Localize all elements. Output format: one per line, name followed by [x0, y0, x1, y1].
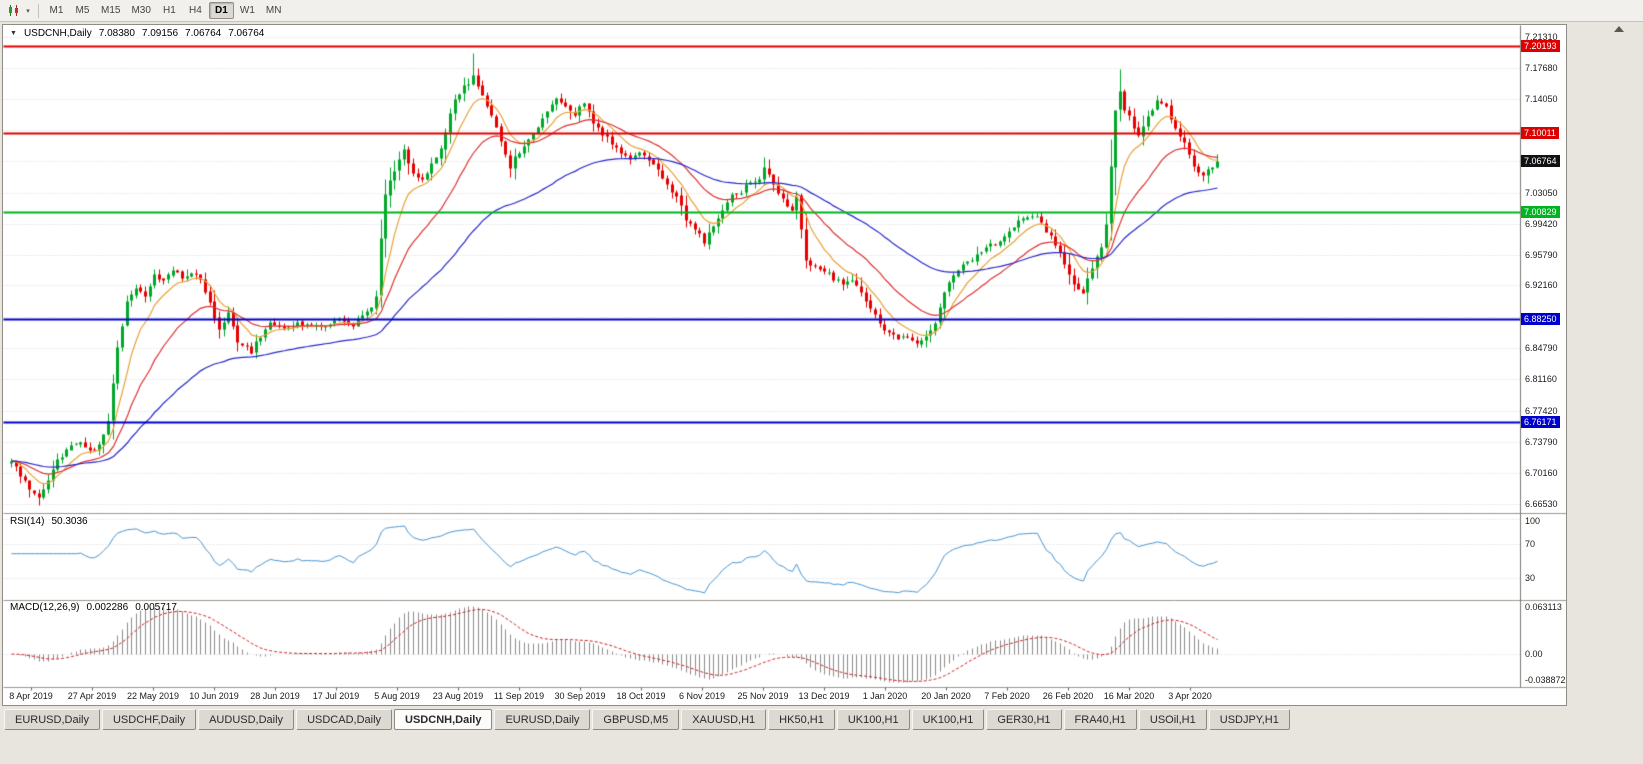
toolbar: ▾ M1 M5 M15 M30 H1 H4 D1 W1 MN	[0, 0, 1643, 22]
new-chart-icon[interactable]	[4, 3, 22, 19]
chart-symbol-label: USDCNH,Daily	[23, 28, 92, 39]
tab-usdchf-daily[interactable]: USDCHF,Daily	[101, 709, 197, 730]
timeframe-m1[interactable]: M1	[49, 5, 64, 16]
timeframe-m15[interactable]: M15	[101, 5, 121, 16]
tab-uk100-h1[interactable]: UK100,H1	[911, 709, 985, 730]
tab-uk100-h1[interactable]: UK100,H1	[836, 709, 910, 730]
timeframe-h1[interactable]: H1	[163, 5, 176, 16]
tab-ger30-h1[interactable]: GER30,H1	[986, 709, 1062, 730]
quote-high: 7.09156	[141, 28, 179, 39]
tab-usdjpy-h1[interactable]: USDJPY,H1	[1208, 709, 1290, 730]
timeframe-m30[interactable]: M30	[131, 5, 151, 16]
macd-pane-label: MACD(12,26,9) 0.002286 0.005717	[10, 602, 177, 613]
chart-canvas[interactable]	[3, 25, 1566, 705]
candlestick-glyph	[8, 5, 18, 16]
bottom-tab-bar: EURUSD,Daily USDCHF,Daily AUDUSD,Daily USDC…	[0, 708, 1643, 732]
chart-menu-icon[interactable]: ▼	[10, 30, 17, 37]
macd-indicator-name: MACD(12,26,9)	[10, 602, 80, 613]
tab-gbpusd-m5[interactable]: GBPUSD,M5	[592, 709, 680, 730]
tab-usdcnh-daily[interactable]: USDCNH,Daily	[394, 709, 493, 730]
quote-close: 7.06764	[228, 28, 265, 39]
scroll-up-icon[interactable]	[1614, 26, 1624, 32]
tab-eurusd-daily[interactable]: EURUSD,Daily	[494, 709, 591, 730]
tab-usoil-h1[interactable]: USOil,H1	[1138, 709, 1207, 730]
tab-eurusd-daily[interactable]: EURUSD,Daily	[4, 709, 100, 730]
timeframe-w1[interactable]: W1	[239, 5, 255, 16]
timeframe-button-group: M1 M5 M15 M30 H1 H4 D1 W1 MN	[44, 2, 286, 19]
tab-xauusd-h1[interactable]: XAUUSD,H1	[681, 709, 767, 730]
chart-type-dropdown-icon[interactable]: ▾	[26, 7, 30, 15]
timeframe-d1[interactable]: D1	[208, 2, 234, 19]
tab-usdcad-daily[interactable]: USDCAD,Daily	[296, 709, 393, 730]
timeframe-m5[interactable]: M5	[75, 5, 90, 16]
timeframe-mn[interactable]: MN	[265, 5, 282, 16]
quote-open: 7.08380	[98, 28, 135, 39]
quote-low: 7.06764	[185, 28, 222, 39]
tab-fra40-h1[interactable]: FRA40,H1	[1063, 709, 1137, 730]
rsi-pane-label: RSI(14) 50.3036	[10, 516, 88, 527]
chart-window: ▼ USDCNH,Daily 7.08380 7.09156 7.06764 7…	[2, 24, 1567, 706]
tab-audusd-daily[interactable]: AUDUSD,Daily	[198, 709, 295, 730]
chart-title: ▼ USDCNH,Daily 7.08380 7.09156 7.06764 7…	[10, 28, 264, 39]
rsi-indicator-name: RSI(14)	[10, 516, 45, 527]
rsi-indicator-value: 50.3036	[51, 516, 88, 527]
toolbar-separator	[38, 3, 39, 18]
macd-indicator-value: 0.002286	[86, 602, 129, 613]
tab-hk50-h1[interactable]: HK50,H1	[768, 709, 835, 730]
macd-signal-value: 0.005717	[135, 602, 177, 613]
timeframe-h4[interactable]: H4	[189, 5, 202, 16]
